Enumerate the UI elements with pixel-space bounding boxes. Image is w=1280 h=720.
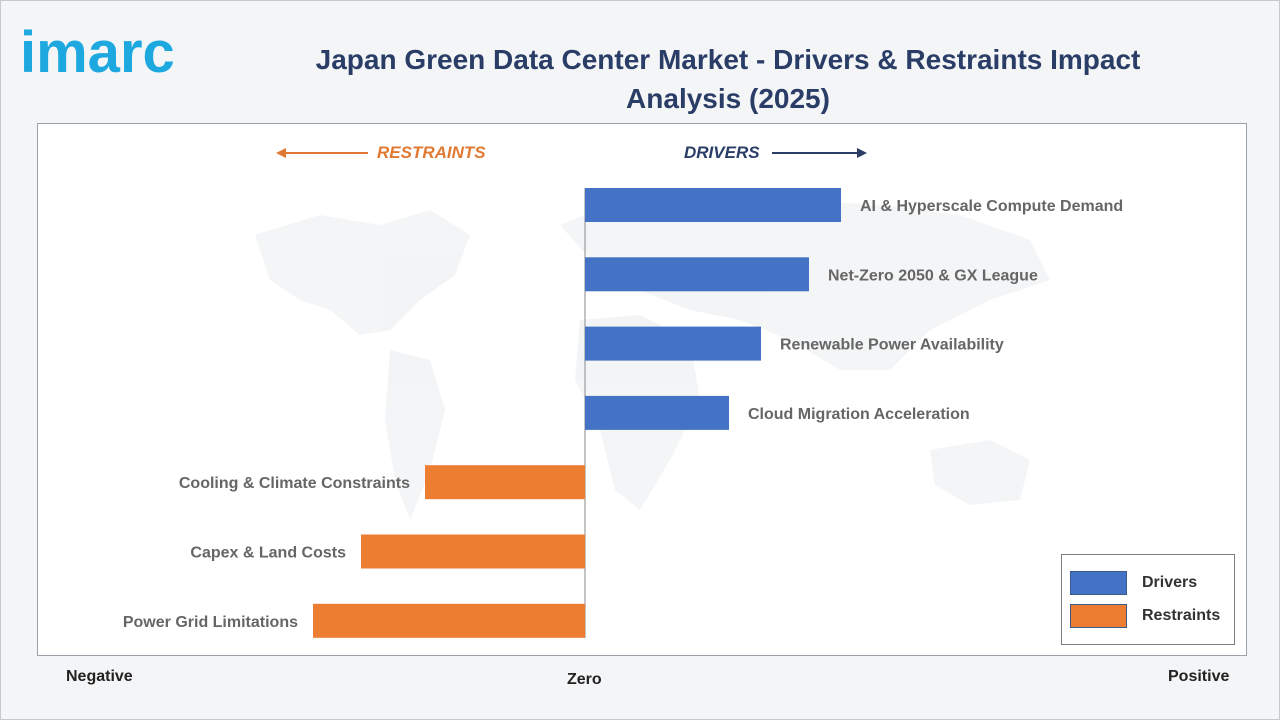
bar-drivers (585, 326, 761, 361)
imarc-logo: imarc (20, 20, 175, 80)
map-landmass (255, 210, 470, 335)
bar-restraints (361, 534, 585, 569)
negative-axis-label: Negative (66, 668, 133, 685)
bar-restraints (425, 465, 585, 500)
legend: Drivers Restraints (1061, 554, 1235, 645)
legend-label-restraints: Restraints (1142, 607, 1221, 624)
legend-swatch-restraints (1070, 604, 1127, 628)
bar-drivers (585, 395, 729, 430)
restraints-direction-label: RESTRAINTS (377, 143, 486, 162)
legend-label-drivers: Drivers (1142, 574, 1198, 591)
bar-label: Net-Zero 2050 & GX League (828, 267, 1038, 284)
bar-label: AI & Hyperscale Compute Demand (860, 198, 1123, 215)
bar-label: Renewable Power Availability (780, 337, 1004, 354)
chart-title: Japan Green Data Center Market - Drivers… (315, 44, 1141, 114)
drivers-arrow-icon (772, 148, 867, 158)
bar-label: Cooling & Climate Constraints (179, 475, 410, 492)
legend-swatch-drivers (1070, 571, 1127, 595)
map-landmass (930, 440, 1030, 505)
logo-text: imarc (20, 20, 175, 80)
bar-label: Cloud Migration Acceleration (748, 406, 970, 423)
restraints-arrow-icon (276, 148, 368, 158)
map-landmass (385, 350, 445, 520)
zero-axis-label: Zero (567, 671, 602, 688)
bar-label: Capex & Land Costs (190, 545, 346, 562)
bar-label: Power Grid Limitations (123, 614, 298, 631)
bar-drivers (585, 188, 841, 222)
bar-restraints (313, 603, 585, 638)
drivers-direction-label: DRIVERS (684, 143, 760, 162)
bar-drivers (585, 257, 809, 292)
positive-axis-label: Positive (1168, 668, 1230, 685)
